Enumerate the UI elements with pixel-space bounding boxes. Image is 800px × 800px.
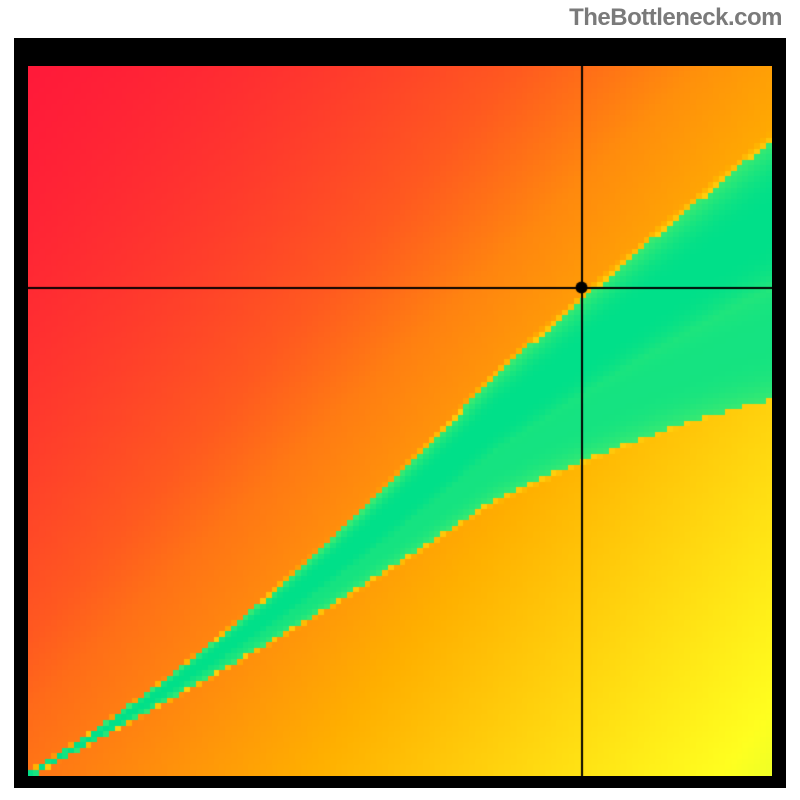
frame-left: [14, 38, 28, 788]
frame-bottom: [14, 776, 786, 788]
frame-top: [14, 38, 786, 66]
chart-container: { "watermark": { "text": "TheBottleneck.…: [0, 0, 800, 800]
frame-right: [772, 38, 786, 788]
watermark-text: TheBottleneck.com: [569, 4, 782, 32]
crosshair-overlay: [28, 66, 772, 776]
